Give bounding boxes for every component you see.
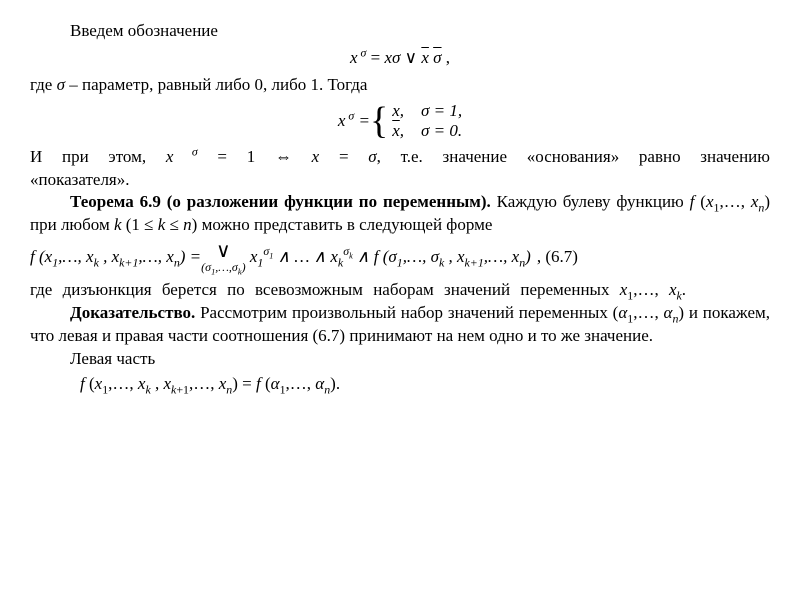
theorem-text: Теорема 6.9 (о разложении функции по пер…: [30, 191, 770, 237]
equation-4: f (x1,…, xk , xk+1,…, xn) = f (α1,…, αn)…: [80, 373, 770, 396]
disjunction-symbol: ∨ (σ1,…,σk): [201, 241, 245, 273]
meaning-line: И при этом, x σ = 1 ⇔ x = σ, т.е. значен…: [30, 146, 770, 192]
left-part-label: Левая часть: [30, 348, 770, 371]
eq2-case1: x, σ = 1,: [392, 101, 462, 121]
param-line: где σ – параметр, равный либо 0, либо 1.…: [30, 74, 770, 97]
intro-line: Введем обозначение: [30, 20, 770, 43]
proof-text: Доказательство. Рассмотрим произвольный …: [30, 302, 770, 348]
equation-1: x σ = xσ ∨ x σ ,: [30, 47, 770, 70]
eq3-rhs: x1σ1 ∧ … ∧ xkσk ∧ f (σ1,…, σk , xk+1,…, …: [246, 246, 531, 269]
eq2-lhs: x σ =: [338, 110, 370, 133]
eq3-number: , (6.7): [537, 246, 578, 269]
eq2-case2: x, σ = 0.: [392, 121, 462, 141]
disjunction-note: где дизъюнкция берется по всевозможным н…: [30, 279, 770, 302]
brace-icon: {: [370, 102, 388, 140]
equation-2: x σ = { x, σ = 1, x, σ = 0.: [30, 101, 770, 142]
equation-3: f (x1,…, xk , xk+1,…, xn) = ∨ (σ1,…,σk) …: [30, 241, 770, 273]
eq3-lhs: f (x1,…, xk , xk+1,…, xn) =: [30, 246, 201, 269]
